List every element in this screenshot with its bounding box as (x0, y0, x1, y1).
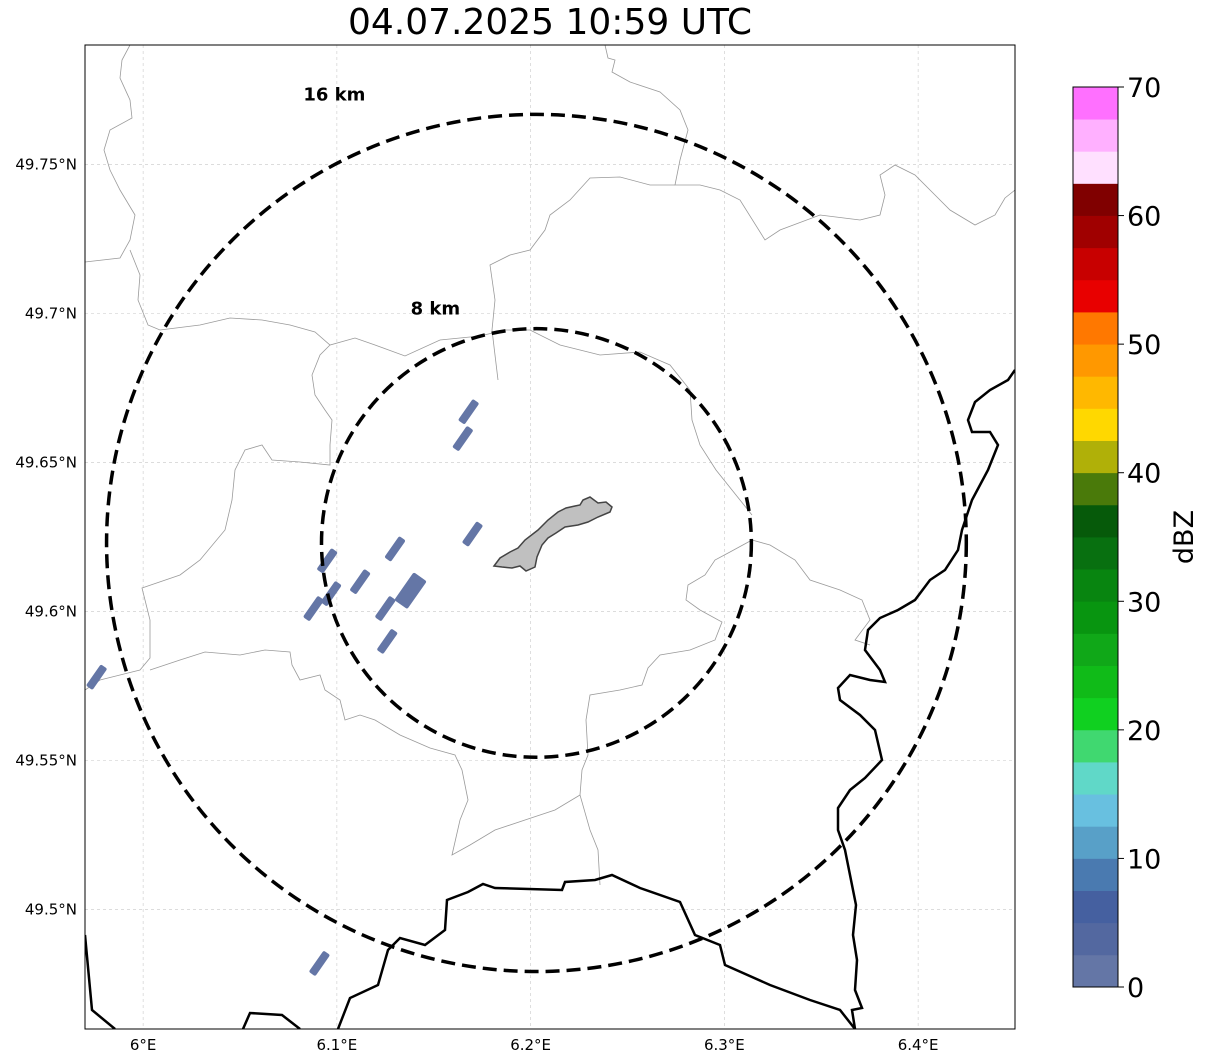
radar-echo-cell (317, 548, 338, 574)
boundary-line (489, 176, 675, 381)
radar-echo-cell (377, 629, 398, 654)
border-line (85, 934, 116, 1029)
colorbar-swatch (1073, 119, 1118, 152)
radar-echo-cell (375, 596, 396, 621)
colorbar-swatch (1073, 826, 1118, 859)
axis-tick-labels: 6°E 6.1°E 6.2°E 6.3°E 6.4°E 49.5°N 49.55°N 49.6… (15, 155, 938, 1054)
boundary-line (85, 344, 333, 691)
radar-echo-cell (462, 521, 483, 547)
lon-tick-label: 6.1°E (316, 1036, 357, 1054)
lon-tick-label: 6.4°E (898, 1036, 939, 1054)
radar-echo-cell (350, 569, 371, 594)
radar-echo-cell (452, 426, 473, 451)
colorbar-swatch (1073, 408, 1118, 441)
colorbar-swatch (1073, 504, 1118, 538)
colorbar-tick-label: 10 (1127, 844, 1161, 875)
border-line (241, 1011, 301, 1029)
map-title: 04.07.2025 10:59 UTC (347, 2, 753, 43)
range-ring-label: 16 km (303, 84, 365, 105)
colorbar-swatch (1073, 665, 1118, 699)
colorbar-swatch (1073, 87, 1118, 120)
lat-tick-label: 49.55°N (15, 752, 77, 770)
lat-tick-label: 49.65°N (15, 453, 77, 471)
boundary-line (129, 249, 753, 516)
lon-tick-label: 6.2°E (510, 1036, 551, 1054)
colorbar-tick-label: 40 (1127, 459, 1161, 490)
national-border (85, 369, 1015, 1029)
range-rings: 8 km 16 km (104, 84, 969, 974)
boundary-line (149, 649, 581, 856)
range-ring (104, 112, 969, 974)
colorbar-swatch (1073, 922, 1118, 956)
colorbar-swatch (1073, 858, 1118, 891)
border-line (836, 369, 1015, 1029)
range-ring (319, 326, 754, 760)
lat-tick-label: 49.7°N (25, 304, 77, 322)
boundary-line (751, 539, 871, 646)
colorbar-swatch (1073, 247, 1118, 281)
radar-echo-cell (303, 596, 324, 621)
colorbar-swatch (1073, 537, 1118, 570)
colorbar-title: dBZ (1169, 510, 1200, 564)
lon-tick-label: 6°E (130, 1036, 157, 1054)
colorbar-swatch (1073, 183, 1118, 216)
colorbar-swatch (1073, 794, 1118, 827)
lat-tick-label: 49.5°N (25, 901, 77, 919)
colorbar-swatch (1073, 697, 1118, 731)
lat-tick-label: 49.75°N (15, 155, 77, 173)
colorbar-swatch (1073, 376, 1118, 409)
colorbar-swatch (1073, 601, 1118, 634)
boundary-line (604, 45, 1015, 241)
colorbar-tick-label: 60 (1127, 202, 1161, 233)
commune-boundaries (85, 45, 1015, 886)
colorbar-swatch (1073, 440, 1118, 474)
radar-echo-cell (321, 581, 342, 606)
radar-echo-cell (86, 664, 107, 690)
range-ring-label: 8 km (411, 299, 461, 320)
colorbar-swatch (1073, 569, 1118, 602)
radar-echo-cell (458, 399, 479, 424)
radar-echo-cell (309, 951, 330, 976)
colorbar-swatch (1073, 344, 1118, 377)
radar-echo-cell (394, 572, 427, 609)
colorbar-frame (1072, 86, 1119, 988)
lat-tick-label: 49.6°N (25, 603, 77, 621)
border-line (336, 873, 856, 1029)
lon-tick-label: 6.3°E (704, 1036, 745, 1054)
colorbar-tick-label: 50 (1127, 330, 1161, 361)
gridlines (85, 45, 1015, 1029)
colorbar-tick-label: 70 (1127, 73, 1161, 104)
colorbar-swatch (1073, 151, 1118, 184)
colorbar-swatch (1073, 890, 1118, 924)
boundary-line (85, 45, 136, 263)
colorbar-tick-label: 0 (1127, 973, 1144, 1004)
radar-echo-cell (385, 536, 405, 562)
colorbar-swatch (1073, 729, 1118, 763)
city-area-polygon (492, 496, 613, 572)
radar-reflectivity-layer (86, 399, 483, 976)
colorbar-swatch (1073, 762, 1118, 795)
colorbar-swatch (1073, 215, 1118, 249)
colorbar-tick-label: 30 (1127, 587, 1161, 618)
colorbar-swatch (1073, 954, 1118, 988)
map-frame (84, 44, 1016, 1030)
colorbar-swatch (1073, 633, 1118, 666)
colorbar-swatch (1073, 472, 1118, 506)
colorbar: 0 10 20 30 40 50 60 70 dBZ (1072, 73, 1200, 1004)
colorbar-tick-label: 20 (1127, 716, 1161, 747)
colorbar-swatch (1073, 279, 1118, 313)
boundary-line (579, 539, 753, 886)
colorbar-swatch (1073, 312, 1118, 345)
